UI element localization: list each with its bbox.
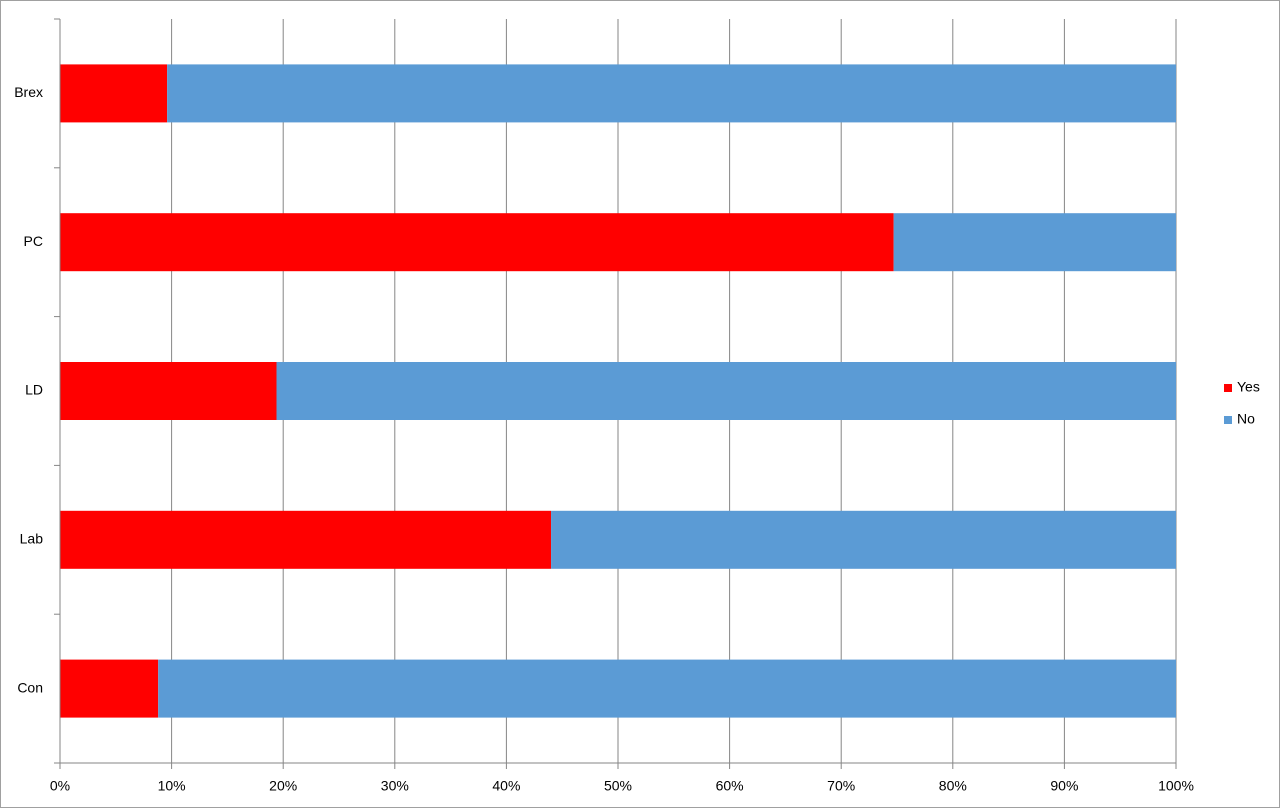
x-tick-label: 30%: [381, 778, 409, 794]
y-tick-label: Lab: [20, 531, 44, 547]
legend-label: No: [1237, 411, 1255, 427]
y-tick-label: LD: [25, 382, 43, 398]
x-tick-label: 10%: [158, 778, 186, 794]
bar-segment: [60, 659, 159, 718]
bar-segment: [158, 659, 1176, 718]
y-tick-label: PC: [24, 233, 43, 249]
x-tick-label: 60%: [716, 778, 744, 794]
x-tick-label: 40%: [492, 778, 520, 794]
bar-segment: [60, 64, 168, 123]
x-tick-label: 80%: [939, 778, 967, 794]
legend-label: Yes: [1237, 379, 1260, 395]
y-tick-label: Brex: [14, 84, 43, 100]
legend-swatch: [1224, 416, 1232, 424]
bar-segment: [893, 213, 1176, 272]
x-tick-label: 100%: [1158, 778, 1194, 794]
bar-segment: [167, 64, 1177, 123]
x-tick-label: 70%: [827, 778, 855, 794]
y-tick-label: Con: [17, 679, 43, 695]
x-tick-label: 50%: [604, 778, 632, 794]
x-tick-label: 90%: [1050, 778, 1078, 794]
x-tick-label: 20%: [269, 778, 297, 794]
bar-segment: [551, 510, 1176, 569]
bar-segment: [276, 362, 1176, 420]
bar-segment: [60, 362, 277, 420]
bar-segment: [60, 510, 552, 569]
legend-swatch: [1224, 384, 1232, 392]
bar-segment: [60, 213, 894, 272]
x-tick-label: 0%: [50, 778, 70, 794]
